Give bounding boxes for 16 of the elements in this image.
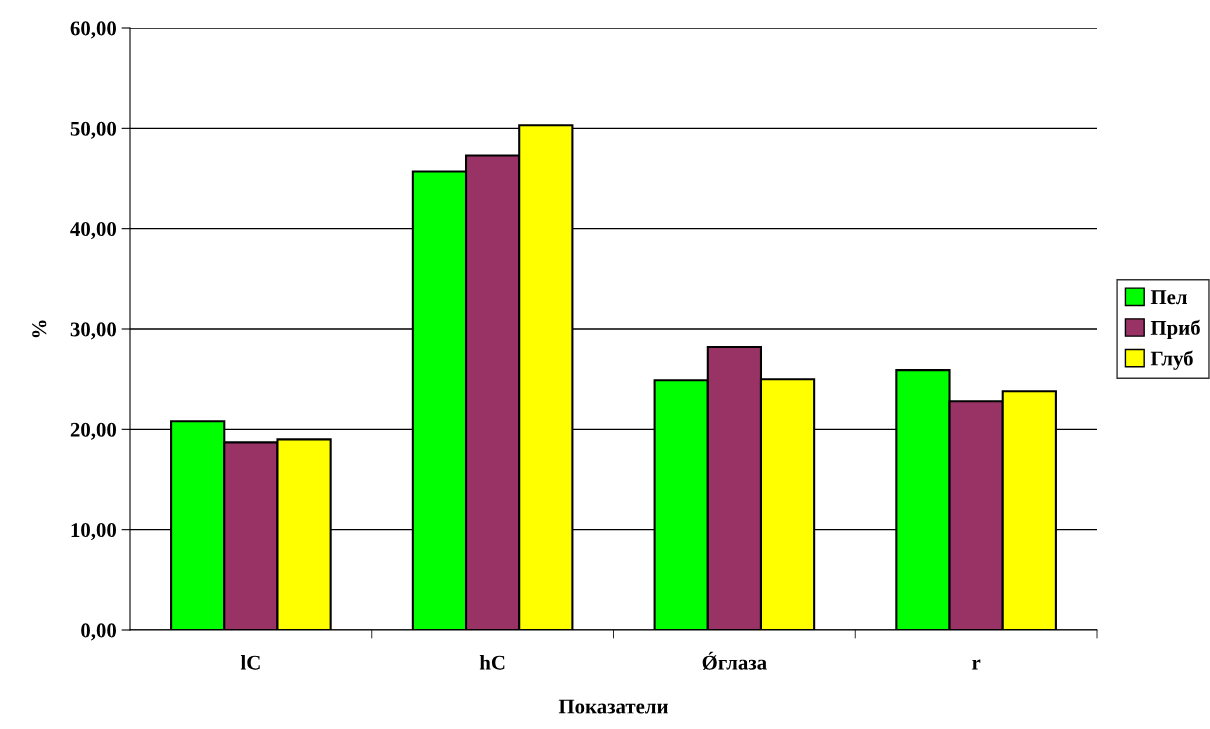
legend-label: Пел [1150, 290, 1188, 305]
y-tick-label: 50,00 [70, 121, 117, 139]
legend-label: Приб [1150, 319, 1200, 340]
y-tick-label: 60,00 [70, 21, 117, 39]
x-tick-label: Ǿглаза [702, 651, 767, 671]
legend-label: Глуб [1150, 350, 1193, 370]
y-axis-title: % [32, 320, 47, 338]
x-tick-label: hC [479, 655, 505, 670]
y-tick-label: 40,00 [70, 222, 117, 240]
x-tick-label: lC [240, 655, 260, 670]
x-tick-label: r [972, 659, 981, 670]
x-axis-title: Показатели [558, 699, 669, 714]
y-tick-label: 30,00 [70, 322, 117, 340]
y-tick-label: 20,00 [70, 422, 117, 440]
y-tick-label: 10,00 [71, 523, 117, 541]
y-tick-label: 0,00 [81, 623, 117, 641]
